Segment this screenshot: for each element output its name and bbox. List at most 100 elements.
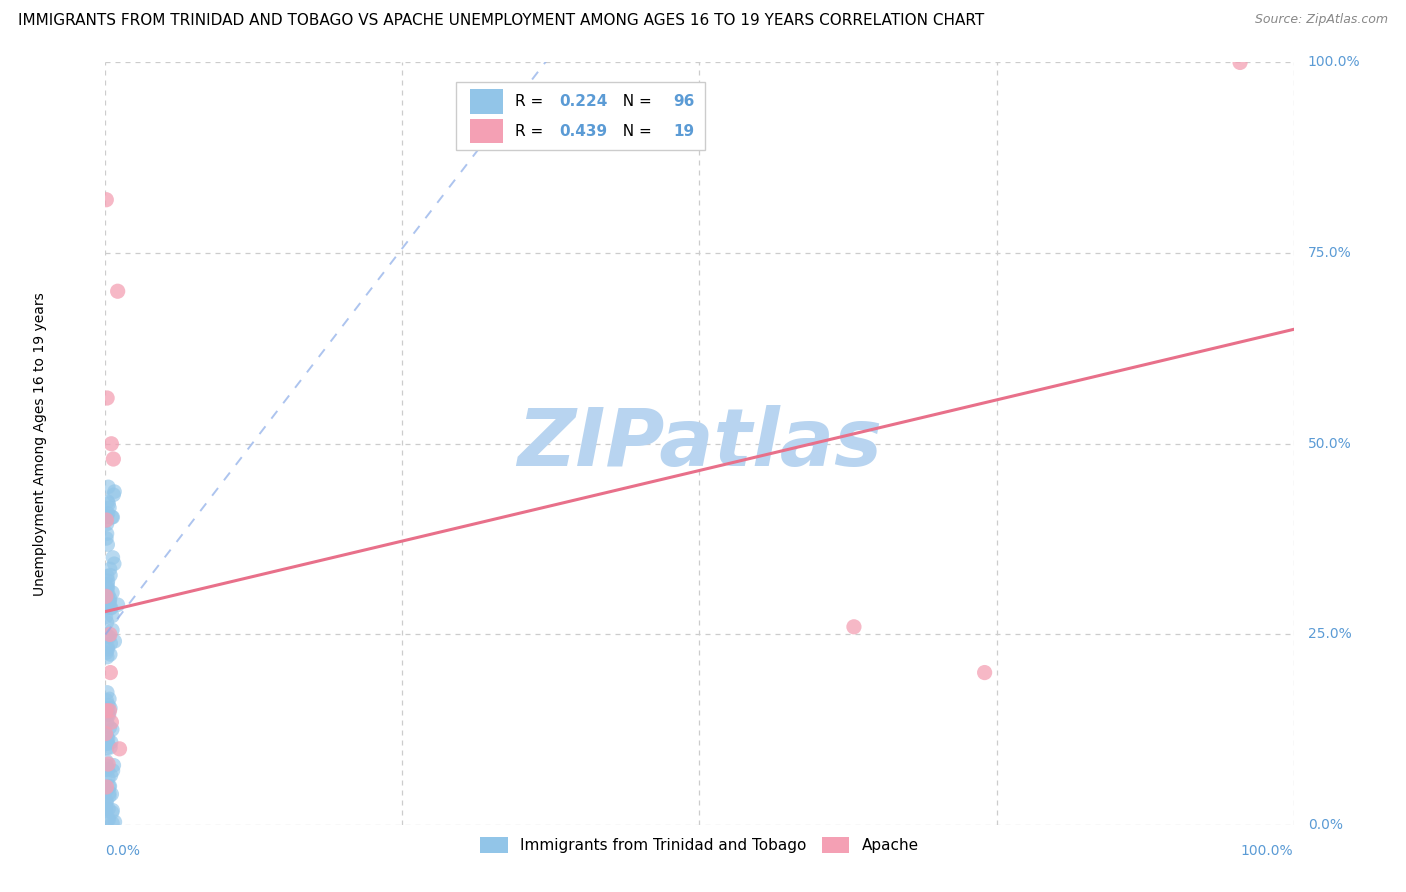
Point bbox=[103, 488, 125, 502]
Point bbox=[103, 452, 125, 467]
Point bbox=[96, 509, 118, 524]
Point bbox=[101, 585, 124, 599]
Point bbox=[103, 484, 125, 499]
Point bbox=[96, 730, 118, 744]
Point bbox=[94, 804, 117, 818]
Point bbox=[98, 500, 121, 515]
Point bbox=[96, 794, 118, 808]
Point bbox=[94, 800, 117, 814]
Text: 75.0%: 75.0% bbox=[1308, 246, 1351, 260]
Point bbox=[97, 763, 120, 777]
Point bbox=[97, 577, 120, 591]
Point bbox=[97, 771, 120, 785]
Bar bbox=[470, 119, 503, 144]
Text: Source: ZipAtlas.com: Source: ZipAtlas.com bbox=[1254, 13, 1388, 27]
Point bbox=[98, 780, 121, 794]
Bar bbox=[470, 89, 503, 113]
Text: 25.0%: 25.0% bbox=[1308, 627, 1351, 641]
Legend: Immigrants from Trinidad and Tobago, Apache: Immigrants from Trinidad and Tobago, Apa… bbox=[474, 831, 925, 859]
Point bbox=[100, 601, 122, 615]
Point bbox=[97, 731, 120, 746]
Point bbox=[97, 581, 120, 595]
Point bbox=[98, 627, 121, 641]
Point bbox=[98, 704, 121, 718]
Point bbox=[100, 768, 122, 782]
Point bbox=[97, 587, 120, 601]
Point bbox=[96, 581, 118, 595]
Point bbox=[97, 757, 120, 772]
FancyBboxPatch shape bbox=[456, 81, 706, 150]
Point bbox=[96, 714, 118, 729]
Point bbox=[96, 597, 118, 611]
Point bbox=[107, 284, 129, 298]
Point bbox=[96, 516, 118, 531]
Point bbox=[96, 780, 118, 794]
Point bbox=[97, 640, 120, 654]
Point bbox=[98, 701, 121, 715]
Point bbox=[94, 509, 117, 524]
Point bbox=[97, 497, 120, 511]
Point bbox=[98, 562, 121, 576]
Point bbox=[96, 702, 118, 716]
Point bbox=[101, 608, 124, 623]
Point bbox=[96, 650, 118, 665]
Point bbox=[97, 707, 120, 722]
Point bbox=[100, 436, 122, 450]
Point bbox=[98, 789, 121, 804]
Point bbox=[103, 758, 125, 772]
Point bbox=[96, 569, 118, 583]
Text: IMMIGRANTS FROM TRINIDAD AND TOBAGO VS APACHE UNEMPLOYMENT AMONG AGES 16 TO 19 Y: IMMIGRANTS FROM TRINIDAD AND TOBAGO VS A… bbox=[18, 13, 984, 29]
Point bbox=[97, 708, 120, 723]
Point bbox=[98, 648, 121, 662]
Point bbox=[96, 591, 118, 605]
Point bbox=[97, 813, 120, 827]
Point bbox=[101, 723, 124, 737]
Point bbox=[96, 741, 118, 756]
Point bbox=[100, 740, 122, 755]
Text: Unemployment Among Ages 16 to 19 years: Unemployment Among Ages 16 to 19 years bbox=[34, 292, 48, 596]
Point bbox=[98, 720, 121, 734]
Point bbox=[101, 805, 124, 820]
Point bbox=[94, 796, 117, 810]
Point bbox=[94, 726, 117, 740]
Point bbox=[94, 704, 117, 718]
Point bbox=[107, 598, 129, 612]
Point bbox=[96, 783, 118, 797]
Point bbox=[97, 737, 120, 751]
Point bbox=[94, 514, 117, 528]
Point bbox=[98, 786, 121, 800]
Text: 50.0%: 50.0% bbox=[1308, 437, 1351, 450]
Point bbox=[97, 698, 120, 713]
Point bbox=[97, 802, 120, 816]
Point bbox=[104, 814, 127, 829]
Point bbox=[96, 693, 118, 707]
Text: 0.0%: 0.0% bbox=[1308, 818, 1343, 832]
Point bbox=[98, 630, 121, 644]
Point bbox=[96, 592, 118, 607]
Point bbox=[94, 610, 117, 624]
Point bbox=[96, 526, 118, 541]
Point bbox=[97, 494, 120, 508]
Point bbox=[101, 550, 124, 565]
Point bbox=[96, 513, 118, 527]
Point bbox=[104, 634, 127, 648]
Point bbox=[100, 636, 122, 650]
Point bbox=[96, 646, 118, 660]
Point bbox=[94, 706, 117, 721]
Point bbox=[96, 615, 118, 630]
Point bbox=[101, 803, 124, 817]
Point bbox=[101, 623, 124, 637]
Point bbox=[98, 594, 121, 608]
Point bbox=[100, 568, 122, 582]
Point bbox=[96, 685, 118, 699]
Point bbox=[103, 557, 125, 571]
Point bbox=[100, 787, 122, 801]
Point bbox=[101, 764, 124, 778]
Point bbox=[97, 813, 120, 827]
Point bbox=[97, 538, 120, 552]
Point bbox=[94, 763, 117, 777]
Text: R =: R = bbox=[516, 94, 548, 109]
Text: N =: N = bbox=[613, 94, 657, 109]
Point bbox=[98, 591, 121, 606]
Text: R =: R = bbox=[516, 124, 548, 138]
